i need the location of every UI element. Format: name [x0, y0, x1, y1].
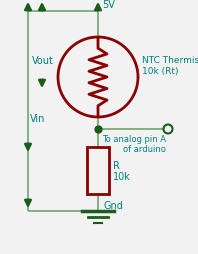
Text: Vout: Vout	[32, 56, 54, 66]
Text: NTC Thermistor
10k (Rt): NTC Thermistor 10k (Rt)	[142, 56, 198, 75]
Circle shape	[164, 125, 172, 134]
Text: 5V: 5V	[102, 0, 115, 10]
Bar	[87, 147, 109, 194]
Text: Gnd: Gnd	[103, 200, 123, 210]
Text: Vin: Vin	[30, 114, 45, 123]
Text: To analog pin A
of arduino: To analog pin A of arduino	[102, 134, 166, 154]
Text: R
10k: R 10k	[113, 160, 131, 182]
